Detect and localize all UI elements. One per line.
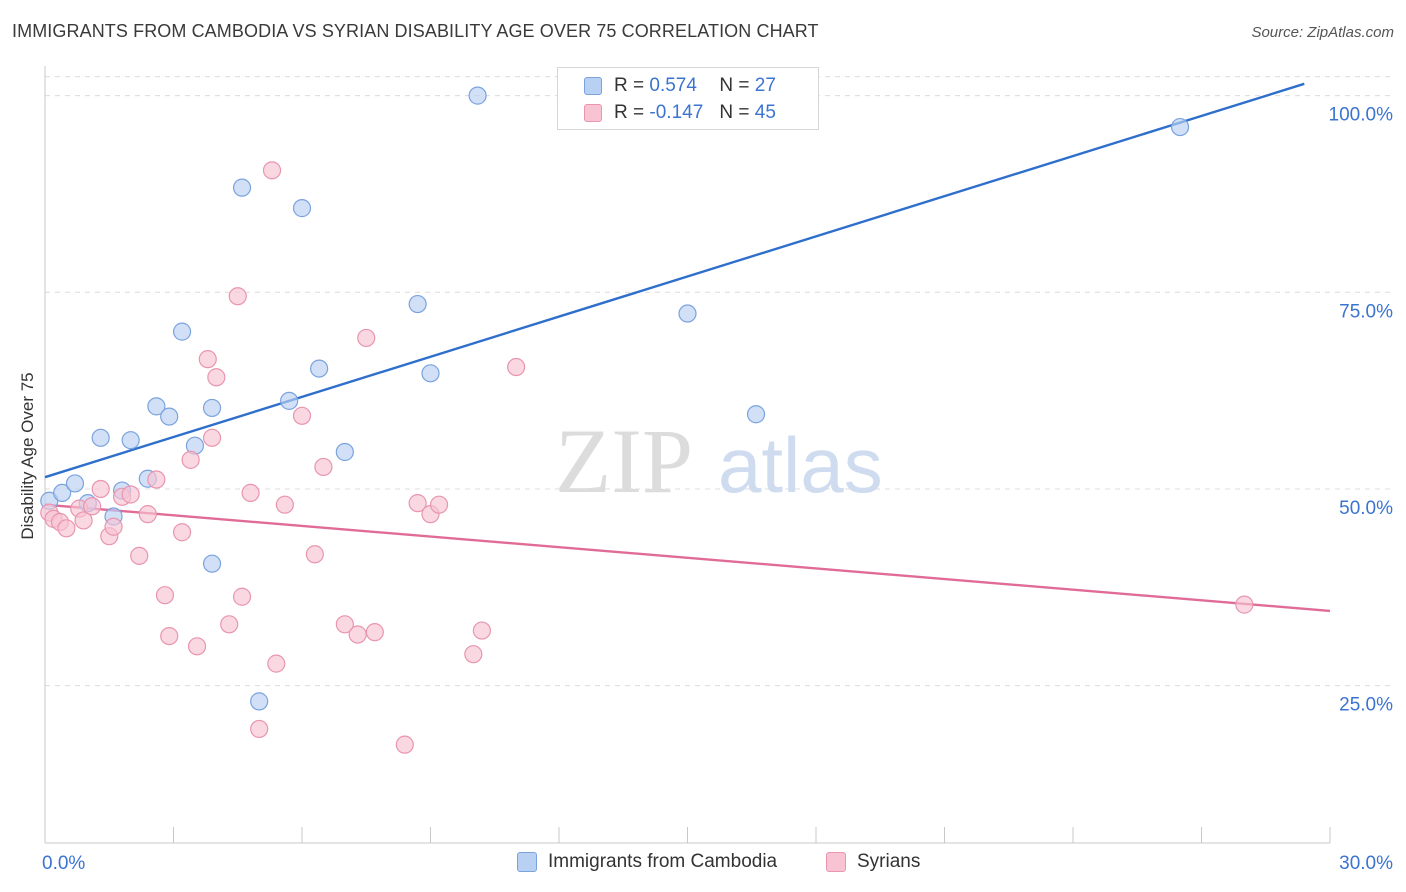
- legend-n-label: N =: [719, 75, 750, 96]
- legend: R = 0.574 N = 27 R = -0.147 N = 45: [557, 67, 819, 130]
- syrian-point: [365, 623, 384, 642]
- syrian-point: [395, 735, 414, 754]
- syrian-point: [1235, 595, 1254, 614]
- cambodia-point: [202, 554, 222, 573]
- syrian-point: [91, 479, 110, 499]
- watermark: ZIP atlas: [555, 410, 883, 512]
- syrian-point: [160, 626, 179, 646]
- x-tick-label-max: 30.0%: [1339, 853, 1393, 874]
- cambodia-point: [468, 86, 487, 105]
- syrian-point: [121, 485, 140, 504]
- legend-r-label: R =: [614, 102, 645, 123]
- syrian-point: [241, 483, 260, 503]
- cambodia-point: [678, 304, 697, 323]
- watermark-zip: ZIP: [555, 410, 693, 512]
- bottom-legend-syrians: Syrians: [826, 851, 920, 873]
- cambodia-point: [335, 442, 354, 462]
- syrian-point: [275, 495, 294, 514]
- syrian-point: [408, 494, 427, 513]
- cambodia-point: [121, 431, 140, 450]
- cambodia-trend-line: [44, 82, 1305, 479]
- syrian-point: [57, 519, 76, 538]
- syrian-point: [181, 450, 200, 469]
- syrian-point: [472, 621, 491, 640]
- cambodia-point: [1170, 117, 1190, 137]
- y-tick-label: 25.0%: [1339, 695, 1393, 716]
- cambodia-point: [91, 428, 110, 447]
- syrian-point: [130, 546, 149, 565]
- legend-swatch-cambodia: [584, 77, 602, 95]
- syrian-point: [228, 287, 247, 306]
- cambodia-point: [160, 407, 179, 426]
- syrian-point: [83, 497, 102, 516]
- syrian-point: [220, 615, 239, 634]
- syrian-point: [138, 505, 157, 524]
- cambodia-point: [250, 692, 269, 711]
- y-tick-label: 50.0%: [1339, 498, 1393, 519]
- syrian-point: [155, 586, 175, 605]
- syrian-point: [429, 495, 449, 514]
- syrian-point: [262, 161, 282, 180]
- x-tick-label-min: 0.0%: [42, 853, 85, 874]
- bottom-legend-label-syrians: Syrians: [857, 851, 921, 872]
- y-tick-label: 100.0%: [1329, 105, 1394, 126]
- syrian-point: [187, 637, 207, 656]
- legend-n-label: N =: [719, 102, 750, 123]
- syrian-point: [104, 517, 123, 536]
- chart-title: IMMIGRANTS FROM CAMBODIA VS SYRIAN DISAB…: [12, 21, 819, 41]
- cambodia-point: [292, 199, 312, 218]
- syrian-point: [314, 457, 333, 477]
- syrian-point: [507, 357, 526, 377]
- legend-r-value: -0.147: [649, 102, 704, 123]
- syrian-point: [464, 645, 483, 664]
- y-axis-label: Disability Age Over 75: [18, 372, 37, 540]
- syrian-point: [147, 470, 166, 489]
- cambodia-point: [421, 364, 440, 383]
- legend-n-value: 27: [754, 75, 776, 96]
- syrian-point: [292, 406, 312, 425]
- cambodia-point: [408, 294, 427, 314]
- cambodia-point: [232, 178, 252, 197]
- syrian-point: [348, 625, 367, 644]
- syrian-point: [357, 328, 376, 348]
- source-label: Source: ZipAtlas.com: [1251, 24, 1394, 41]
- bottom-legend-swatch-syrians: [826, 852, 846, 872]
- legend-n-value: 45: [754, 102, 776, 123]
- syrian-point: [172, 523, 192, 542]
- bottom-legend-cambodia: Immigrants from Cambodia: [517, 851, 777, 873]
- syrian-point: [74, 511, 93, 530]
- cambodia-point: [147, 397, 166, 416]
- legend-row-cambodia: R = 0.574 N = 27: [584, 74, 776, 98]
- bottom-legend-swatch-cambodia: [517, 852, 537, 872]
- y-tick-label: 75.0%: [1339, 301, 1393, 322]
- cambodia-point: [65, 474, 85, 493]
- bottom-legend-label-cambodia: Immigrants from Cambodia: [548, 851, 778, 872]
- syrian-point: [267, 654, 286, 673]
- tick-labels: 25.0% 50.0% 75.0% 100.0% 0.0% 30.0%: [42, 105, 1393, 874]
- cambodia-point: [202, 398, 222, 418]
- cambodia-point: [310, 359, 329, 378]
- syrian-point: [232, 587, 252, 606]
- cambodia-point: [746, 405, 766, 424]
- syrian-point: [207, 368, 226, 387]
- trend-lines: [44, 82, 1331, 613]
- watermark-atlas: atlas: [718, 421, 883, 509]
- legend-swatch-syrians: [584, 104, 602, 122]
- cambodia-point: [53, 483, 72, 503]
- syrian-point: [202, 428, 222, 447]
- axes: [44, 66, 1331, 844]
- syrian-trend-line: [44, 503, 1331, 613]
- cambodia-point: [172, 322, 192, 341]
- syrian-point: [305, 545, 324, 564]
- legend-r-label: R =: [614, 75, 645, 96]
- data-points: [40, 86, 1254, 754]
- legend-r-value: 0.574: [649, 75, 697, 96]
- legend-row-syrians: R = -0.147 N = 45: [584, 101, 776, 125]
- syrian-point: [198, 350, 217, 369]
- cambodia-point: [280, 391, 299, 410]
- syrian-point: [335, 615, 354, 634]
- syrian-point: [250, 719, 269, 739]
